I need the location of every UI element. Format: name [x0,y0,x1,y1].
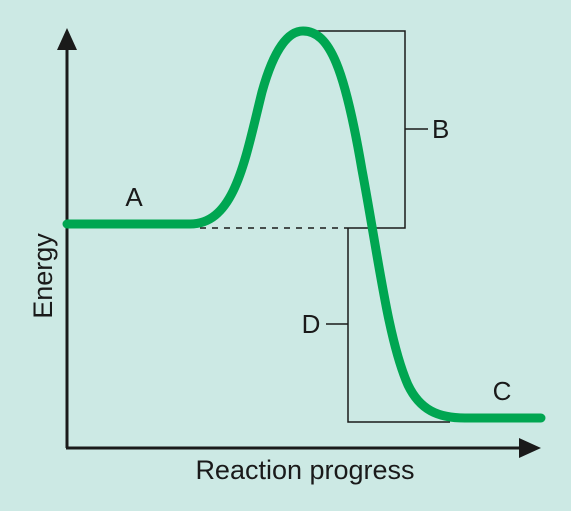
label-d: D [302,309,321,339]
y-axis-arrow-icon [57,28,77,50]
label-c: C [493,376,512,406]
x-axis-label: Reaction progress [195,455,414,485]
bracket-energy-change [347,228,450,423]
label-a: A [125,182,143,212]
energy-curve [62,26,546,423]
x-axis-arrow-icon [519,438,541,458]
label-b: B [432,114,449,144]
y-axis-label: Energy [28,233,58,319]
